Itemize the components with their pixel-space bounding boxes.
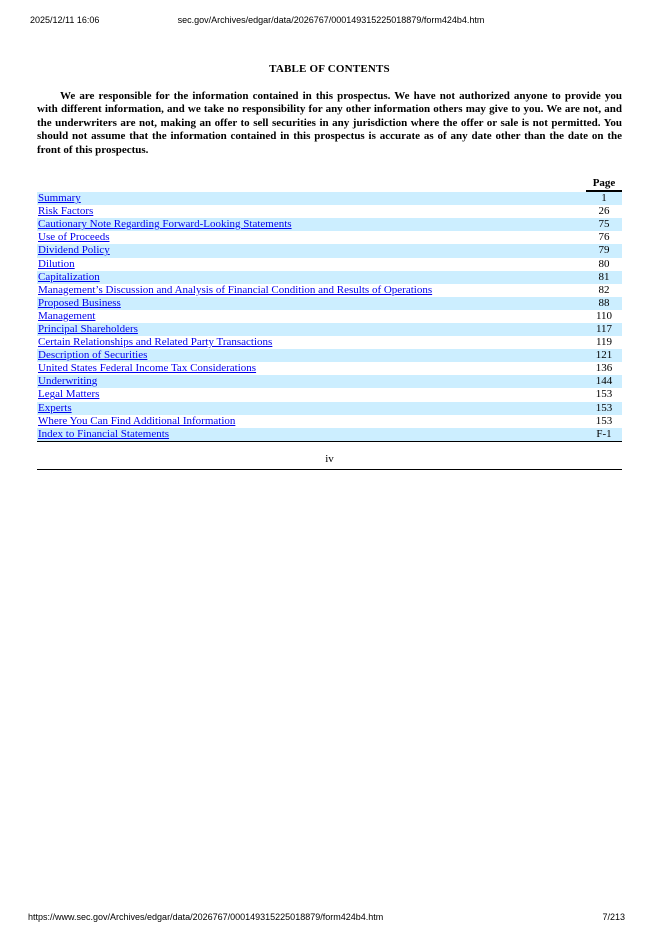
toc-link-cell: Principal Shareholders <box>38 323 586 336</box>
toc-link-legal-matters[interactable]: Legal Matters <box>38 388 100 401</box>
print-footer-page-count: 7/213 <box>602 912 625 922</box>
toc-link-capitalization[interactable]: Capitalization <box>38 270 100 283</box>
toc-page-number: 26 <box>598 205 610 218</box>
toc-link-cell: Underwriting <box>38 375 586 388</box>
toc-row: Experts 153 <box>37 401 622 415</box>
toc-link-cell: Dividend Policy <box>38 244 586 257</box>
toc-page-number: 153 <box>595 388 613 401</box>
toc-table-body: Summary 1 Risk Factors 26 Cautionary Note Re… <box>37 192 622 442</box>
toc-page-number: 88 <box>598 296 610 309</box>
toc-page-number: 136 <box>595 362 613 375</box>
toc-row: Risk Factors 26 <box>37 205 622 218</box>
toc-link-use-of-proceeds[interactable]: Use of Proceeds <box>38 231 110 244</box>
toc-link-cell: Management’s Discussion and Analysis of … <box>38 284 586 297</box>
toc-link-cell: Capitalization <box>38 271 586 284</box>
toc-link-underwriting[interactable]: Underwriting <box>38 375 98 388</box>
toc-link-certain-relationships-and-related-party-transactions[interactable]: Certain Relationships and Related Party … <box>38 336 273 349</box>
toc-link-summary[interactable]: Summary <box>38 192 81 205</box>
toc-link-cell: Summary <box>38 192 586 205</box>
toc-header-row: Page <box>37 173 622 193</box>
toc-link-index-to-financial-statements[interactable]: Index to Financial Statements <box>38 427 170 440</box>
document-content: TABLE OF CONTENTS We are responsible for… <box>37 63 622 470</box>
print-header: 2025/12/11 16:06 sec.gov/Archives/edgar/… <box>30 15 632 25</box>
toc-link-description-of-securities[interactable]: Description of Securities <box>38 349 148 362</box>
toc-row: Principal Shareholders 117 <box>37 322 622 337</box>
toc-row: Use of Proceeds 76 <box>37 231 622 244</box>
toc-link-cautionary-note-regarding-forward-looking-statements[interactable]: Cautionary Note Regarding Forward-Lookin… <box>38 218 292 231</box>
toc-link-cell: Proposed Business <box>38 297 586 310</box>
print-footer: https://www.sec.gov/Archives/edgar/data/… <box>28 912 625 922</box>
toc-row: Dilution 80 <box>37 258 622 271</box>
page-divider <box>37 468 622 470</box>
toc-page-column-header: Page <box>586 177 622 193</box>
toc-link-cell: United States Federal Income Tax Conside… <box>38 362 586 375</box>
print-footer-url: https://www.sec.gov/Archives/edgar/data/… <box>28 912 384 922</box>
toc-link-risk-factors[interactable]: Risk Factors <box>38 205 94 218</box>
toc-link-principal-shareholders[interactable]: Principal Shareholders <box>38 323 138 336</box>
toc-row: Management 110 <box>37 310 622 323</box>
toc-page-number: 81 <box>598 270 610 283</box>
toc-page-number: 117 <box>595 323 613 336</box>
toc-link-united-states-federal-income-tax-considerations[interactable]: United States Federal Income Tax Conside… <box>38 362 257 375</box>
folio-label: iv <box>325 452 334 465</box>
toc-row: Dividend Policy 79 <box>37 244 622 258</box>
toc-link-cell: Use of Proceeds <box>38 231 586 244</box>
toc-link-cell: Certain Relationships and Related Party … <box>38 336 586 349</box>
toc-row: Proposed Business 88 <box>37 296 622 310</box>
toc-link-cell: Description of Securities <box>38 349 586 362</box>
toc-page-number: 110 <box>595 309 613 322</box>
print-header-url: sec.gov/Archives/edgar/data/2026767/0001… <box>177 15 485 25</box>
toc-link-cell: Cautionary Note Regarding Forward-Lookin… <box>38 218 586 231</box>
toc-link-cell: Experts <box>38 402 586 415</box>
toc-row: Cautionary Note Regarding Forward-Lookin… <box>37 218 622 232</box>
toc-row: Capitalization 81 <box>37 270 622 284</box>
toc-link-cell: Legal Matters <box>38 388 586 401</box>
toc-page-number: 121 <box>595 349 613 362</box>
toc-row: Index to Financial Statements F-1 <box>37 427 622 441</box>
toc-link-cell: Management <box>38 310 586 323</box>
print-header-datetime: 2025/12/11 16:06 <box>30 15 100 25</box>
toc-row: Management’s Discussion and Analysis of … <box>37 284 622 297</box>
toc-link-management[interactable]: Management <box>38 309 96 322</box>
toc-page-number: 80 <box>598 257 610 270</box>
toc-page-number: 79 <box>598 244 610 257</box>
toc-row: United States Federal Income Tax Conside… <box>37 362 622 375</box>
toc-link-proposed-business[interactable]: Proposed Business <box>38 296 121 309</box>
toc-page-number: 153 <box>595 401 613 414</box>
toc-page-number: 75 <box>598 218 610 231</box>
toc-table: Page Summary 1 Risk Factors 26 Cautionary No… <box>37 173 622 442</box>
toc-row: Legal Matters 153 <box>37 388 622 401</box>
toc-row: Certain Relationships and Related Party … <box>37 336 622 349</box>
toc-row: Description of Securities 121 <box>37 349 622 363</box>
toc-link-cell: Where You Can Find Additional Informatio… <box>38 415 586 428</box>
toc-link-dilution[interactable]: Dilution <box>38 257 75 270</box>
toc-row: Underwriting 144 <box>37 375 622 389</box>
page-title: TABLE OF CONTENTS <box>269 63 390 75</box>
toc-page-number: 82 <box>598 283 610 296</box>
intro-paragraph: We are responsible for the information c… <box>37 90 622 156</box>
toc-link-cell: Dilution <box>38 258 586 271</box>
toc-page-number: F-1 <box>596 427 612 440</box>
toc-link-experts[interactable]: Experts <box>38 401 72 414</box>
toc-row: Where You Can Find Additional Informatio… <box>37 415 622 428</box>
toc-link-cell: Risk Factors <box>38 205 586 218</box>
toc-link-dividend-policy[interactable]: Dividend Policy <box>38 244 110 257</box>
toc-link-cell: Index to Financial Statements <box>38 428 586 441</box>
toc-row: Summary 1 <box>37 192 622 206</box>
toc-link-management-s-discussion-and-analysis-of-financial-condition-and-results-of-operations[interactable]: Management’s Discussion and Analysis of … <box>38 283 433 296</box>
toc-page-number: 153 <box>595 414 613 427</box>
toc-page-number: 144 <box>595 375 613 388</box>
toc-link-where-you-can-find-additional-information[interactable]: Where You Can Find Additional Informatio… <box>38 414 236 427</box>
toc-page-number: 1 <box>601 192 607 205</box>
toc-page-number: 119 <box>595 336 613 349</box>
toc-page-number: 76 <box>598 231 610 244</box>
